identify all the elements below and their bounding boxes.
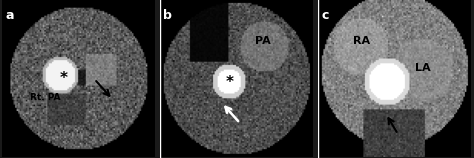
- Text: Rt. PA: Rt. PA: [30, 93, 61, 102]
- Text: c: c: [321, 9, 329, 22]
- Text: PA: PA: [255, 36, 271, 46]
- Text: *: *: [225, 75, 233, 90]
- Text: b: b: [164, 9, 173, 22]
- Text: RA: RA: [353, 36, 370, 46]
- Text: LA: LA: [415, 63, 430, 73]
- Text: *: *: [60, 72, 68, 86]
- Text: a: a: [5, 9, 14, 22]
